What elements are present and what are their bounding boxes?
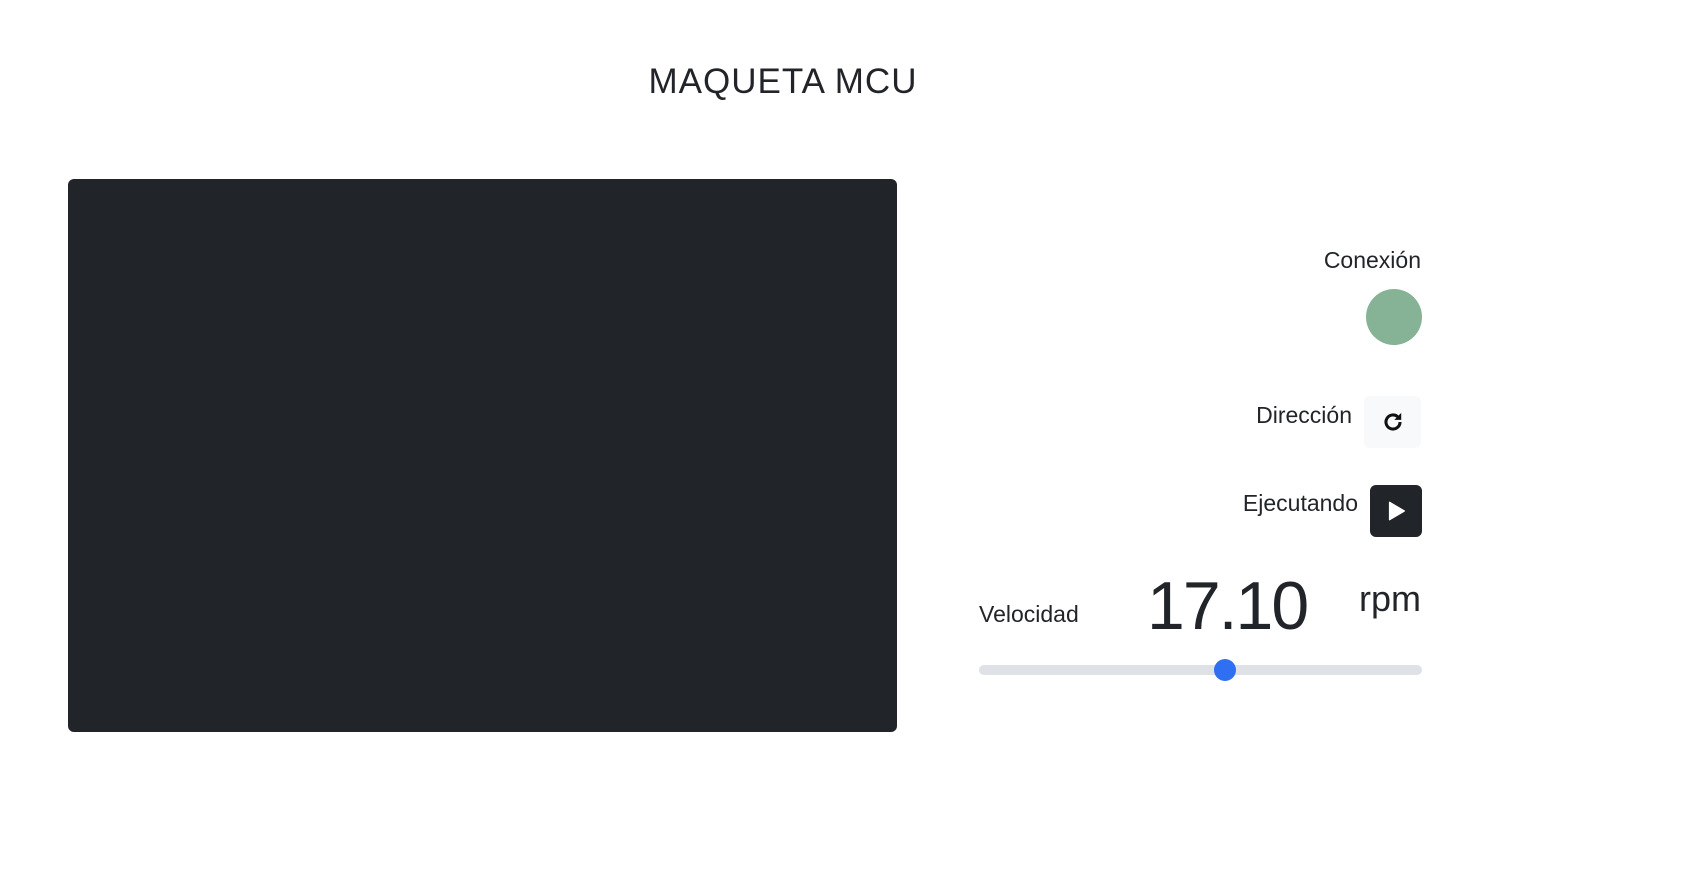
page-title: MAQUETA MCU: [648, 62, 918, 101]
connection-label: Conexión: [1323, 247, 1421, 273]
speed-value: 17.10: [1147, 568, 1309, 644]
play-button[interactable]: [1370, 485, 1422, 537]
connection-status-indicator: [1366, 289, 1422, 345]
speed-slider-thumb[interactable]: [1213, 659, 1236, 681]
speed-unit: rpm: [1359, 578, 1421, 619]
rotate-clockwise-icon: [1380, 409, 1406, 435]
speed-slider[interactable]: [979, 659, 1422, 681]
speed-label: Velocidad: [979, 601, 1079, 627]
direction-label: Dirección: [1256, 402, 1352, 428]
running-label: Ejecutando: [1242, 490, 1358, 516]
play-icon: [1385, 500, 1407, 522]
direction-toggle-button[interactable]: [1364, 396, 1421, 448]
simulation-canvas[interactable]: [68, 179, 897, 732]
